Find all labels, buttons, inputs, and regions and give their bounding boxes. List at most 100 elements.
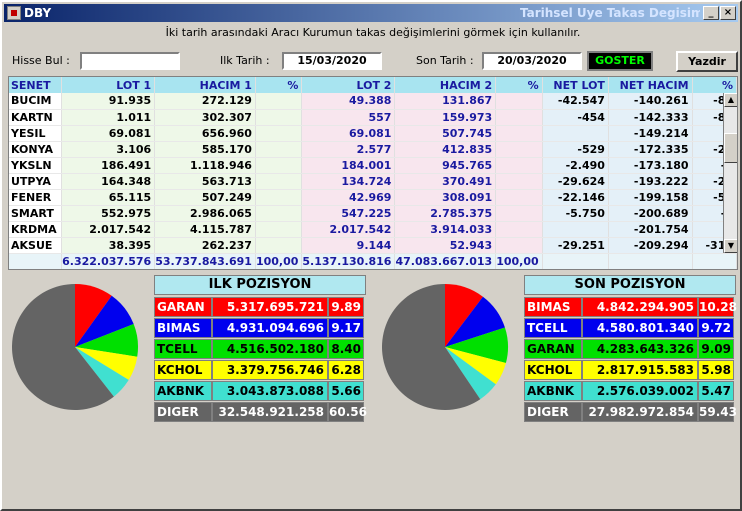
pie-slice-kchol	[75, 347, 138, 380]
column-header[interactable]: HACIM 1	[154, 77, 256, 93]
table-cell: 585.170	[154, 141, 256, 158]
legend-name: DIGER	[524, 402, 582, 422]
legend-pct: 59.43	[698, 402, 737, 422]
table-cell	[255, 221, 303, 238]
table-cell: -529	[542, 141, 609, 158]
table-cell: 91.935	[61, 93, 156, 110]
son-tarih-input[interactable]: 20/03/2020	[482, 52, 582, 70]
scroll-down-icon[interactable]: ▼	[724, 239, 737, 253]
table-cell: 49.388	[301, 93, 396, 110]
column-header[interactable]: LOT 1	[61, 77, 156, 93]
table-cell	[255, 125, 303, 142]
table-cell: YESIL	[9, 125, 63, 142]
table-cell: -454	[542, 109, 609, 126]
table-cell: -149.214	[608, 125, 693, 142]
totals-cell: 100,00	[255, 253, 303, 269]
legend-value: 4.580.801.340	[582, 318, 698, 338]
legend-pct: 9.09	[698, 339, 734, 359]
totals-cell: 100,00	[495, 253, 543, 269]
table-cell: 507.745	[394, 125, 497, 142]
legend-value: 4.931.094.696	[212, 318, 328, 338]
table-cell: KARTN	[9, 109, 63, 126]
table-row[interactable]: KONYA 3.106 585.170 2.577 412.835 -529 -172.33…	[9, 141, 737, 158]
table-cell: 262.237	[154, 237, 256, 254]
legend-name: BIMAS	[524, 297, 582, 317]
table-row[interactable]: YKSLN 186.491 1.118.946 184.001 945.765 -2.49…	[9, 157, 737, 174]
column-header[interactable]: SENET	[9, 77, 63, 93]
table-row[interactable]: SMART 552.975 2.986.065 547.225 2.785.375 -5.…	[9, 205, 737, 222]
table-cell: FENER	[9, 189, 63, 206]
table-row[interactable]: AKSUE 38.395 262.237 9.144 52.943 -29.251 -209…	[9, 237, 737, 254]
table-cell: 42.969	[301, 189, 396, 206]
title-bar[interactable]: DBY Tarihsel Uye Takas Degisim _ ×	[4, 4, 738, 22]
table-cell: -2.490	[542, 157, 609, 174]
legend-value: 3.379.756.746	[212, 360, 328, 380]
goster-button[interactable]: GOSTER	[587, 51, 653, 71]
table-row[interactable]: UTPYA 164.348 563.713 134.724 370.491 -29.624…	[9, 173, 737, 190]
ilk-pozisyon-title: ILK POZISYON	[154, 275, 366, 295]
legend-value: 27.982.972.854	[582, 402, 698, 422]
column-header[interactable]: %	[255, 77, 303, 93]
table-cell: 563.713	[154, 173, 256, 190]
column-header[interactable]: LOT 2	[301, 77, 396, 93]
table-cell: 302.307	[154, 109, 256, 126]
table-cell: 272.129	[154, 93, 256, 110]
legend-name: GARAN	[524, 339, 582, 359]
table-cell: YKSLN	[9, 157, 63, 174]
table-cell	[495, 221, 543, 238]
legend-name: BIMAS	[154, 318, 212, 338]
table-row[interactable]: FENER 65.115 507.249 42.969 308.091 -22.146 -1…	[9, 189, 737, 206]
table-cell: 4.115.787	[154, 221, 256, 238]
table-cell: 2.785.375	[394, 205, 497, 222]
table-cell	[495, 189, 543, 206]
table-row[interactable]: KRDMA 2.017.542 4.115.787 2.017.542 3.914.03…	[9, 221, 737, 238]
table-cell: 65.115	[61, 189, 156, 206]
table-cell: -200.689	[608, 205, 693, 222]
table-cell	[255, 109, 303, 126]
hisse-search-input[interactable]	[80, 52, 180, 70]
ilk-pozisyon-pie-chart	[12, 284, 138, 410]
legend-row-kchol: KCHOL 2.817.915.583 5.98	[524, 360, 734, 380]
table-cell: 164.348	[61, 173, 156, 190]
legend-name: GARAN	[154, 297, 212, 317]
table-cell: 38.395	[61, 237, 156, 254]
column-header[interactable]: NET LOT	[542, 77, 609, 93]
column-header[interactable]: NET HACIM	[608, 77, 693, 93]
scroll-thumb[interactable]	[724, 133, 737, 163]
son-pozisyon-title: SON POZISYON	[524, 275, 736, 295]
pie-slice-akbnk	[75, 347, 129, 397]
takas-grid[interactable]: SENET LOT 1 HACIM 1% LOT 2 HACIM 2% NET LOT NE…	[8, 76, 738, 270]
table-cell: -199.158	[608, 189, 693, 206]
column-header[interactable]: %	[495, 77, 543, 93]
legend-name: AKBNK	[524, 381, 582, 401]
table-cell: 9.144	[301, 237, 396, 254]
legend-pct: 5.66	[328, 381, 364, 401]
table-cell: 308.091	[394, 189, 497, 206]
table-row[interactable]: YESIL 69.081 656.960 69.081 507.745 -149.214	[9, 125, 737, 142]
legend-name: AKBNK	[154, 381, 212, 401]
table-cell: 507.249	[154, 189, 256, 206]
ilk-tarih-input[interactable]: 15/03/2020	[282, 52, 382, 70]
yazdir-button[interactable]: Yazdir	[676, 51, 738, 72]
column-header[interactable]: %	[692, 77, 737, 93]
grid-vertical-scrollbar[interactable]: ▲ ▼	[723, 93, 737, 253]
table-cell: 2.577	[301, 141, 396, 158]
totals-cell	[542, 253, 609, 269]
hisse-label: Hisse Bul :	[12, 54, 70, 67]
column-header[interactable]: HACIM 2	[394, 77, 497, 93]
table-cell: -22.146	[542, 189, 609, 206]
legend-value: 3.043.873.088	[212, 381, 328, 401]
legend-name: KCHOL	[154, 360, 212, 380]
close-button[interactable]: ×	[720, 6, 736, 20]
pie-slice-tcell	[75, 324, 138, 357]
scroll-up-icon[interactable]: ▲	[724, 93, 737, 107]
table-cell	[255, 93, 303, 110]
pie-slice-akbnk	[445, 347, 496, 400]
table-row[interactable]: KARTN1.011302.307557159.973-454-142.333-…	[9, 109, 737, 126]
table-cell: -193.222	[608, 173, 693, 190]
minimize-button[interactable]: _	[703, 6, 719, 20]
table-row[interactable]: BUCIM 91.935 272.129 49.388 131.867 -42.547 -1…	[9, 93, 737, 110]
table-cell: -42.547	[542, 93, 609, 110]
pie-slice-garan	[75, 284, 112, 347]
legend-pct: 5.98	[698, 360, 734, 380]
